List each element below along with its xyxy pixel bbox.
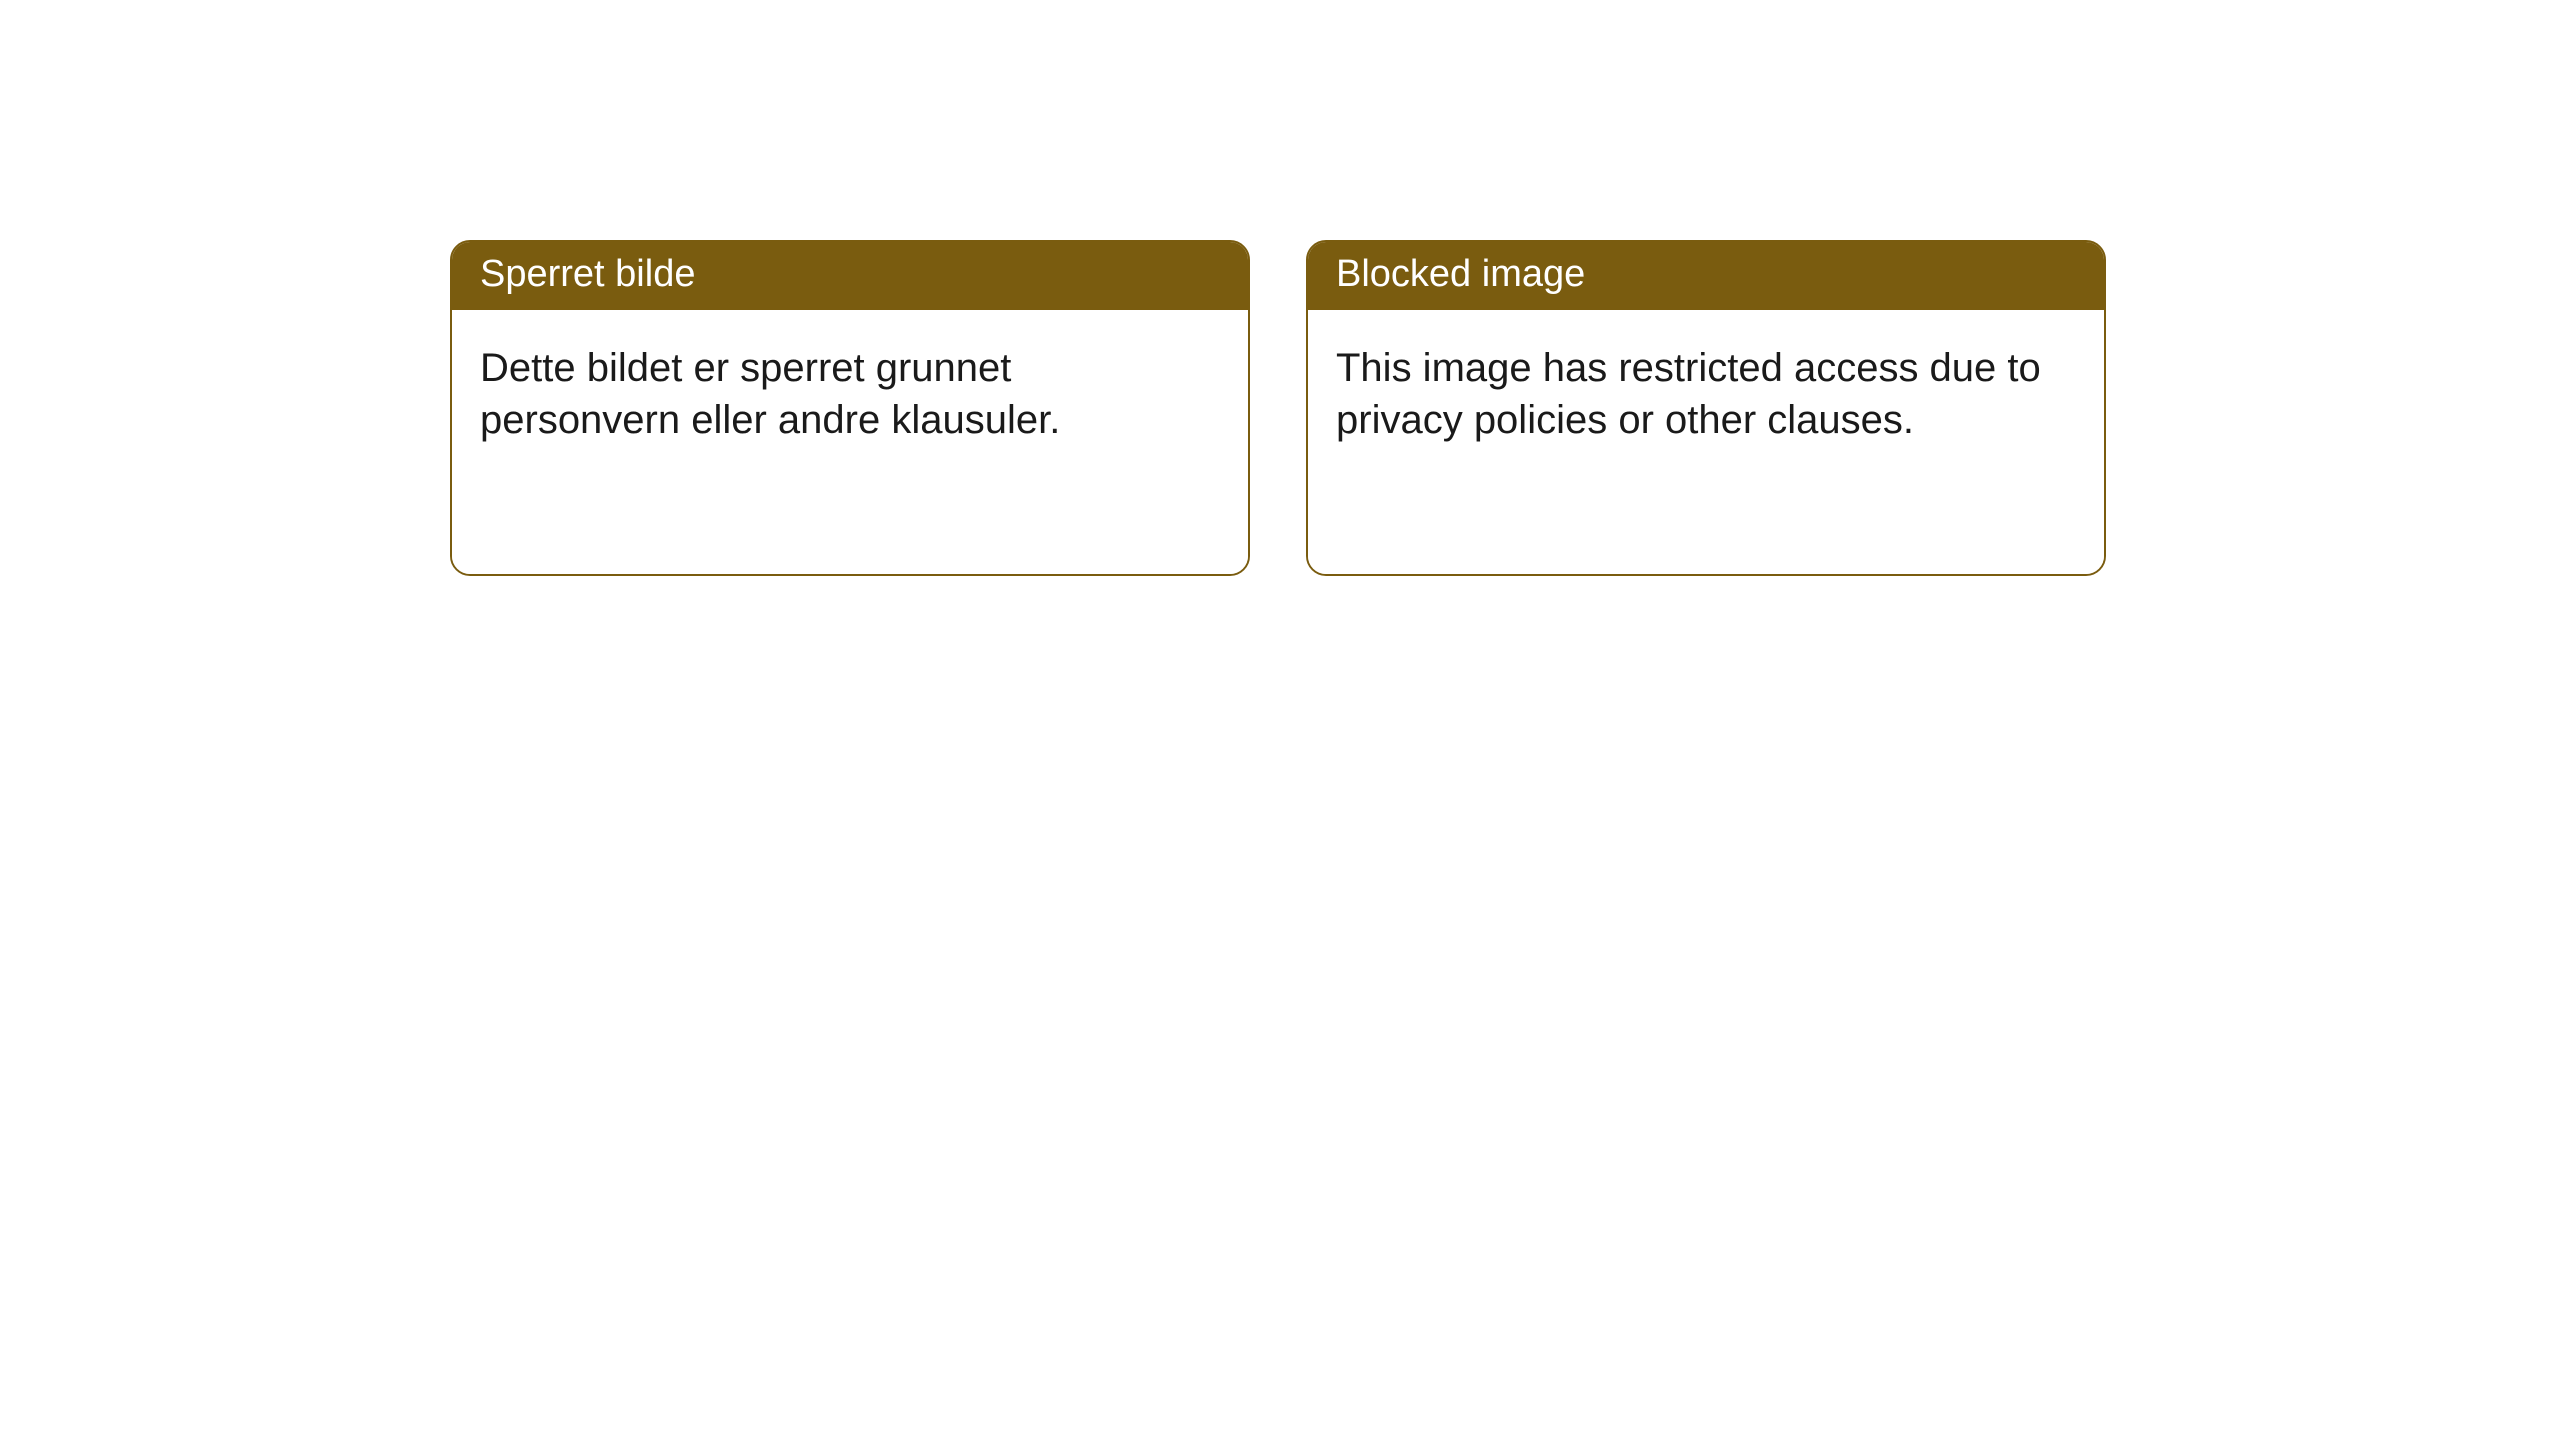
card-body-text: Dette bildet er sperret grunnet personve… (480, 346, 1060, 442)
card-title: Sperret bilde (480, 253, 695, 295)
notice-container: Sperret bilde Dette bildet er sperret gr… (450, 240, 2106, 576)
card-header: Blocked image (1308, 242, 2104, 310)
card-body: Dette bildet er sperret grunnet personve… (452, 310, 1248, 574)
card-title: Blocked image (1336, 253, 1585, 295)
card-header: Sperret bilde (452, 242, 1248, 310)
notice-card-english: Blocked image This image has restricted … (1306, 240, 2106, 576)
card-body: This image has restricted access due to … (1308, 310, 2104, 574)
card-body-text: This image has restricted access due to … (1336, 346, 2041, 442)
notice-card-norwegian: Sperret bilde Dette bildet er sperret gr… (450, 240, 1250, 576)
